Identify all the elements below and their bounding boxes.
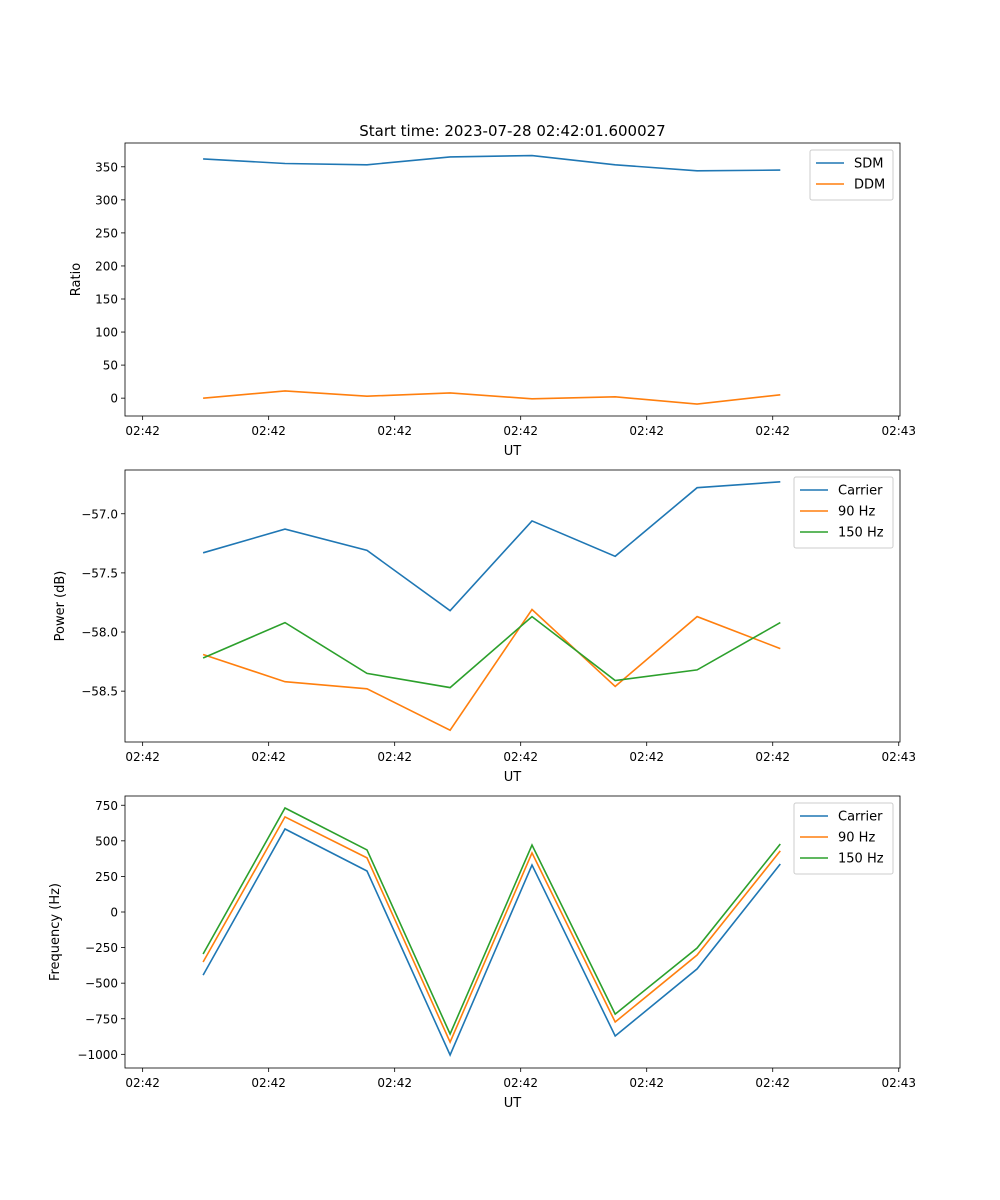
y-tick-label: 0 [110,906,118,920]
legend-label: 90 Hz [838,831,875,846]
x-tick-label: 02:42 [251,1076,286,1090]
legend-label: DDM [854,178,885,193]
x-tick-label: 02:42 [125,750,160,764]
legend-label: SDM [854,157,883,172]
series-line-carrier [202,827,781,1057]
y-tick-label: 50 [103,359,118,373]
legend-label: 150 Hz [838,852,884,867]
legend-label: Carrier [838,810,883,825]
chart-title: Start time: 2023-07-28 02:42:01.600027 [359,122,665,140]
y-tick-label: 750 [95,799,118,813]
y-tick-label: 350 [95,160,118,174]
series-line-90-hz [202,608,781,732]
y-tick-label: −58.0 [81,626,118,640]
y-tick-label: 500 [95,834,118,848]
x-tick-label: 02:42 [377,1076,412,1090]
y-tick-label: 150 [95,293,118,307]
y-axis-label: Frequency (Hz) [48,883,63,981]
series-line-carrier [202,481,781,612]
x-tick-label: 02:42 [125,424,160,438]
legend: Carrier 90 Hz 150 Hz [793,802,894,875]
x-tick-label: 02:42 [377,750,412,764]
x-tick-label: 02:42 [755,750,790,764]
x-tick-label: 02:42 [251,750,286,764]
subplot-1: Start time: 2023-07-28 02:42:01.60002702… [69,122,916,459]
x-tick-label: 02:42 [755,1076,790,1090]
y-tick-label: −250 [85,941,118,955]
y-tick-label: 250 [95,226,118,240]
legend: Carrier 90 Hz 150 Hz [793,476,894,549]
y-tick-label: 200 [95,259,118,273]
series-line-150-hz [202,806,781,1036]
y-tick-label: −500 [85,977,118,991]
y-tick-label: −57.5 [81,566,118,580]
x-tick-label: 02:42 [503,1076,538,1090]
subplot-2: 02:42 02:42 02:42 02:42 02:42 02:42 02:43 −57.0… [53,469,916,785]
legend-label: Carrier [838,484,883,499]
axes-frame [124,469,901,743]
x-tick-label: 02:43 [881,424,916,438]
x-tick-label: 02:42 [755,424,790,438]
y-tick-label: 250 [95,870,118,884]
x-tick-label: 02:43 [881,1076,916,1090]
x-axis-label: UT [504,444,522,459]
x-tick-label: 02:42 [629,750,664,764]
x-tick-label: 02:42 [377,424,412,438]
x-tick-label: 02:42 [629,424,664,438]
y-tick-label: −1000 [77,1048,118,1062]
y-tick-label: −57.0 [81,507,118,521]
axes-frame [124,142,901,417]
series-line-150-hz [202,615,781,689]
y-tick-label: −58.5 [81,685,118,699]
series-line-sdm [203,154,781,172]
y-tick-label: 0 [110,392,118,406]
y-tick-label: 100 [95,326,118,340]
x-tick-label: 02:42 [125,1076,160,1090]
subplot-3: 02:42 02:42 02:42 02:42 02:42 02:42 02:43 −1000… [48,795,916,1111]
axes-frame [124,795,901,1069]
series-line-90-hz [202,815,781,1045]
x-tick-label: 02:42 [503,750,538,764]
legend: SDM DDM [809,149,894,201]
x-axis-label: UT [504,1096,522,1111]
y-tick-label: 300 [95,193,118,207]
legend-box [793,476,894,549]
y-axis-label: Power (dB) [53,571,68,642]
x-tick-label: 02:42 [251,424,286,438]
legend-label: 90 Hz [838,505,875,520]
legend-label: 150 Hz [838,526,884,541]
series-line-ddm [203,390,781,405]
y-axis-label: Ratio [69,263,84,296]
x-tick-label: 02:42 [503,424,538,438]
x-tick-label: 02:42 [629,1076,664,1090]
y-tick-label: −750 [85,1012,118,1026]
x-tick-label: 02:43 [881,750,916,764]
legend-box [793,802,894,875]
x-axis-label: UT [504,770,522,785]
